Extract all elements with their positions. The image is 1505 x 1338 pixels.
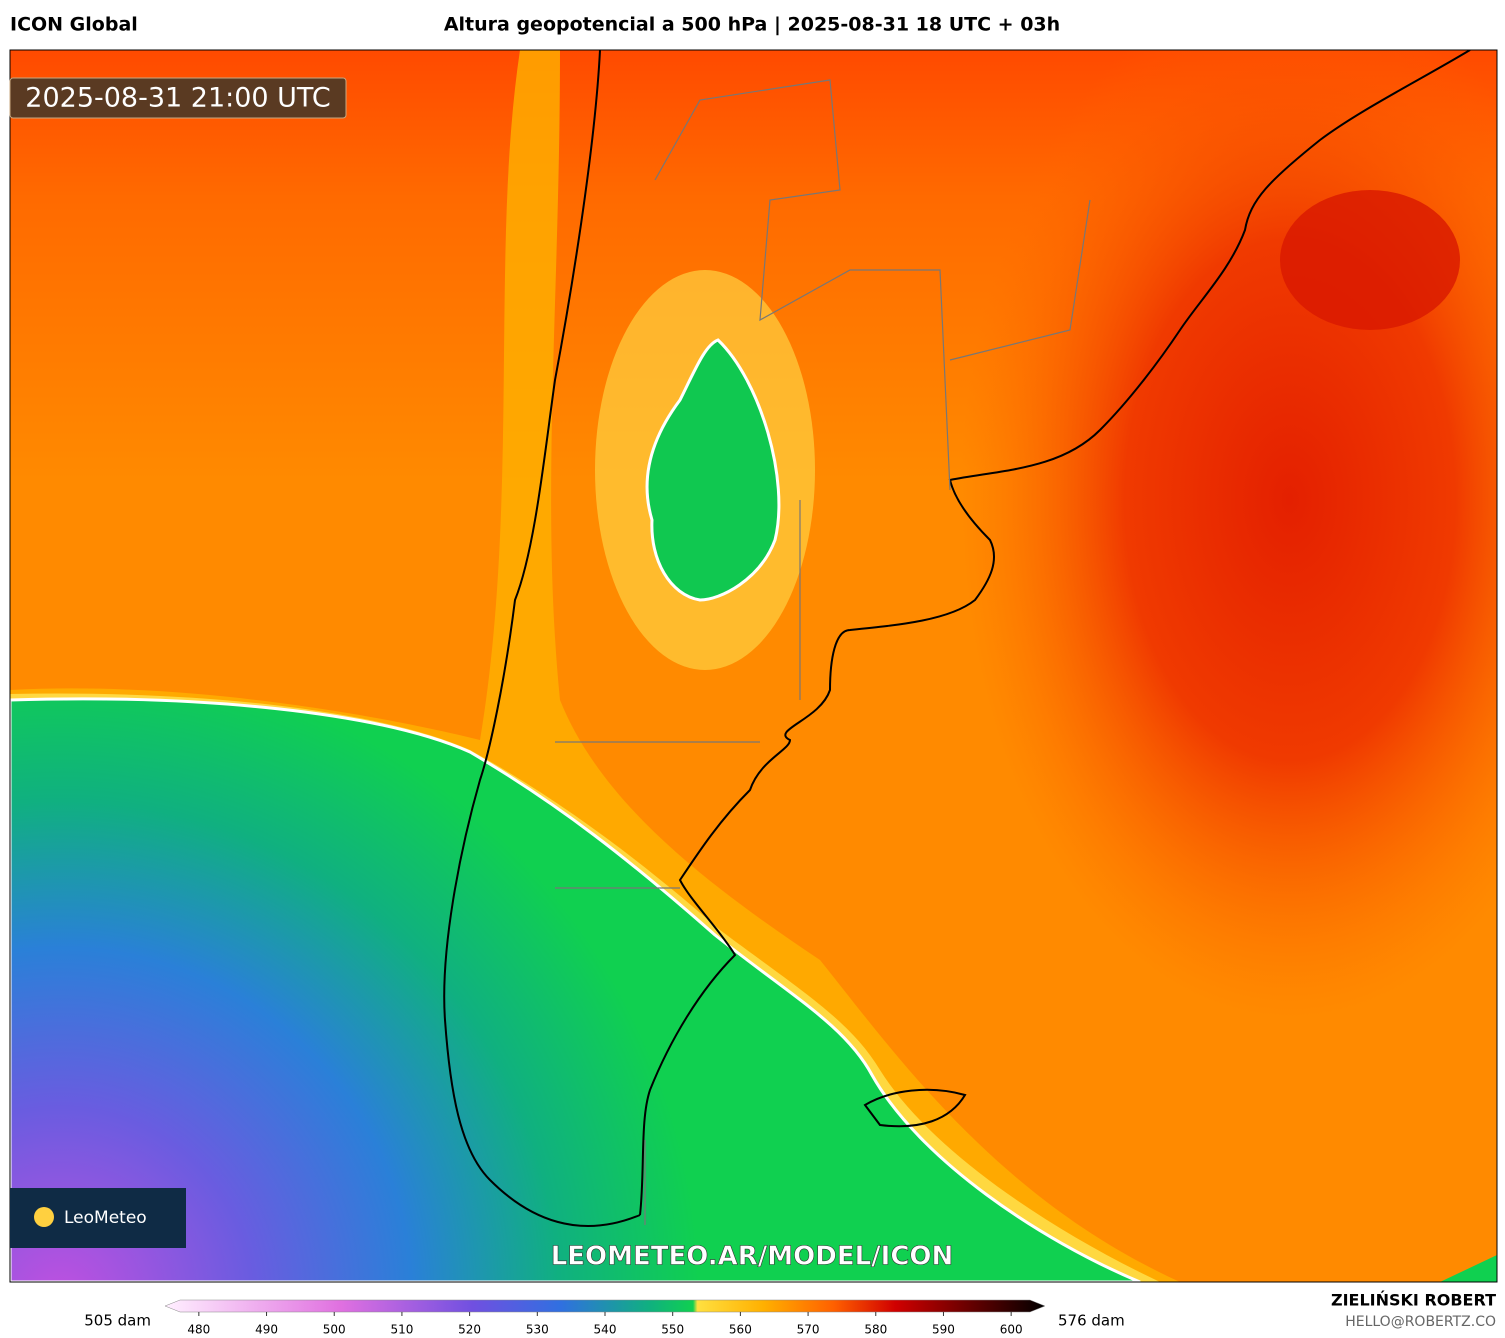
colorbar-tick-label: 490	[255, 1323, 278, 1337]
colorbar-min-label: 505 dam	[84, 1312, 151, 1330]
colorbar-tick-label: 520	[458, 1323, 481, 1337]
closed-low	[645, 338, 781, 602]
colorbar-tick-label: 580	[864, 1323, 887, 1337]
time-box	[9, 77, 347, 119]
colorbar: 480 490 500 510 520 530 540 550 560 570 580 590 600	[164, 1299, 1046, 1337]
watermark: LEOMETEO.AR/MODEL/ICON	[551, 1242, 954, 1272]
map	[10, 50, 1497, 1282]
colorbar-tick-label: 550	[661, 1323, 684, 1337]
high-core	[1280, 190, 1460, 330]
map-title: Altura geopotencial a 500 hPa | 2025-08-…	[444, 14, 1060, 36]
islands	[863, 1088, 967, 1128]
coastline	[443, 50, 1471, 1227]
colorbar-max-label: 576 dam	[1058, 1312, 1125, 1330]
model-name: ICON Global	[10, 14, 138, 36]
colorbar-tick-label: 560	[729, 1323, 752, 1337]
colorbar-ramp	[164, 1299, 1046, 1313]
map-frame	[9, 49, 1498, 1283]
colorbar-tick-label: 570	[797, 1323, 820, 1337]
logo-text: LeoMeteo	[64, 1208, 147, 1228]
colorbar-tick-label: 540	[594, 1323, 617, 1337]
colorbar-tick-label: 500	[323, 1323, 346, 1337]
colorbar-tick-label: 480	[187, 1323, 210, 1337]
author: ZIELIŃSKI ROBERT	[1331, 1291, 1496, 1310]
colorbar-tick-label: 590	[932, 1323, 955, 1337]
green-corner	[1440, 1255, 1497, 1282]
borders	[555, 79, 1091, 1225]
contact: HELLO@ROBERTZ.CO	[1345, 1314, 1496, 1330]
colorbar-tick-label: 530	[526, 1323, 549, 1337]
colorbar-tick-label: 600	[1000, 1323, 1023, 1337]
colorbar-tick-label: 510	[390, 1323, 413, 1337]
logo-sun	[34, 1207, 54, 1227]
low-trough	[10, 697, 1141, 1282]
valid-time: 2025-08-31 21:00 UTC	[25, 83, 330, 114]
